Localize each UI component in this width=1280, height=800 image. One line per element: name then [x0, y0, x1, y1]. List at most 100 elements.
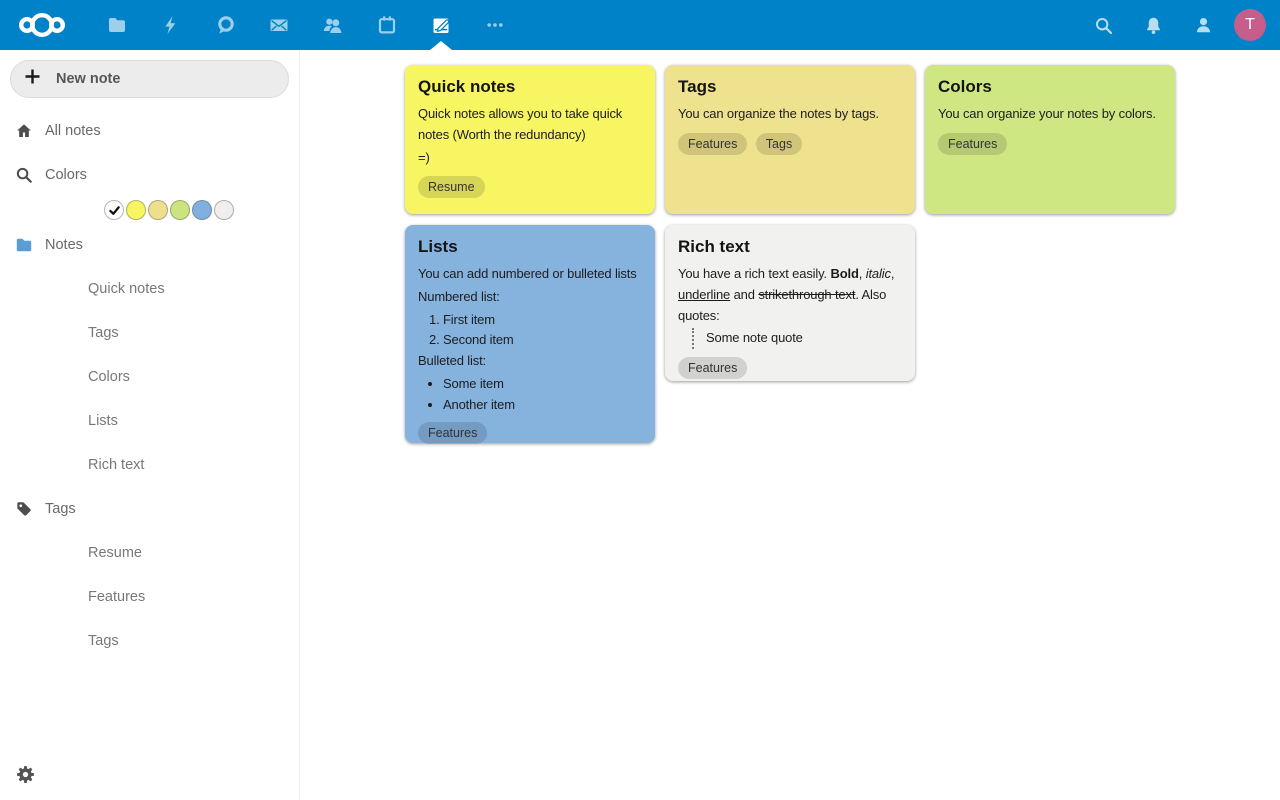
- bell-icon: [1144, 16, 1163, 35]
- color-filter-yellow[interactable]: [126, 200, 146, 220]
- color-filter-row: [0, 197, 299, 223]
- app-notes[interactable]: [414, 0, 468, 50]
- app-calendar[interactable]: [360, 0, 414, 50]
- note-tag-badge: Features: [678, 357, 748, 380]
- search-button[interactable]: [1078, 0, 1128, 50]
- underline-text: underline: [678, 286, 731, 302]
- avatar-initial: T: [1245, 16, 1255, 33]
- sidebar-group-label: Tags: [45, 501, 76, 517]
- note-tag-badge: Features: [678, 132, 748, 155]
- envelope-icon: [269, 15, 289, 35]
- note-tags: Features: [418, 416, 642, 444]
- calendar-icon: [377, 15, 397, 35]
- list-item: Some item: [443, 374, 642, 395]
- sidebar-item-all-notes[interactable]: All notes: [0, 109, 299, 153]
- note-card-quick-notes[interactable]: Quick notes Quick notes allows you to ta…: [405, 65, 655, 214]
- sidebar-item-label: Tags: [88, 325, 119, 341]
- note-tag-badge: Resume: [418, 176, 485, 199]
- lightning-icon: [161, 15, 181, 35]
- sidebar: New note All notes Colors Notes Quick no…: [0, 50, 300, 800]
- ellipsis-icon: [485, 15, 505, 35]
- search-icon: [1094, 16, 1113, 35]
- sidebar-item-label: Features: [88, 589, 146, 605]
- sidebar-item-note-colors[interactable]: Colors: [0, 355, 299, 399]
- app-mail[interactable]: [252, 0, 306, 50]
- sidebar-group-tags[interactable]: Tags: [0, 487, 299, 531]
- note-tag-badge: Features: [938, 132, 1008, 155]
- sidebar-group-notes[interactable]: Notes: [0, 223, 299, 267]
- note-ordered-list: First item Second item: [418, 310, 642, 352]
- top-bar: T: [0, 0, 1280, 50]
- notes-grid: Quick notes Quick notes allows you to ta…: [300, 50, 1280, 800]
- list-item: Second item: [443, 330, 642, 351]
- nextcloud-logo[interactable]: [10, 10, 74, 40]
- notes-icon: [431, 15, 452, 36]
- sidebar-item-label: All notes: [45, 123, 101, 139]
- note-tags: Features Tags: [678, 127, 902, 155]
- sidebar-item-tag-resume[interactable]: Resume: [0, 531, 299, 575]
- notifications-button[interactable]: [1128, 0, 1178, 50]
- note-tags: Features: [938, 127, 1162, 155]
- sidebar-group-label: Notes: [45, 237, 83, 253]
- note-card-colors[interactable]: Colors You can organize your notes by co…: [925, 65, 1175, 214]
- note-tags: Resume: [418, 170, 642, 199]
- sidebar-item-label: Colors: [88, 369, 130, 385]
- nextcloud-logo-icon: [18, 12, 66, 38]
- note-card-lists[interactable]: Lists You can add numbered or bulleted l…: [405, 225, 655, 444]
- color-filter-green[interactable]: [170, 200, 190, 220]
- sidebar-item-tag-features[interactable]: Features: [0, 575, 299, 619]
- sidebar-item-note-rich-text[interactable]: Rich text: [0, 443, 299, 487]
- color-filter-gray[interactable]: [214, 200, 234, 220]
- note-body-line: You can organize your notes by colors.: [938, 106, 1156, 121]
- sidebar-item-label: Lists: [88, 413, 118, 429]
- tag-icon: [14, 500, 33, 518]
- app-files[interactable]: [90, 0, 144, 50]
- avatar[interactable]: T: [1234, 9, 1266, 41]
- sidebar-item-tag-tags[interactable]: Tags: [0, 619, 299, 663]
- color-filter-tan[interactable]: [148, 200, 168, 220]
- note-body-line: You can organize the notes by tags.: [678, 106, 879, 121]
- note-bulleted-list: Some item Another item: [418, 374, 642, 416]
- sidebar-item-note-quick-notes[interactable]: Quick notes: [0, 267, 299, 311]
- folder-icon: [107, 15, 127, 35]
- app-contacts[interactable]: [306, 0, 360, 50]
- note-card-rich-text[interactable]: Rich text You have a rich text easily. B…: [665, 225, 915, 381]
- people-icon: [322, 15, 344, 35]
- app-activity[interactable]: [144, 0, 198, 50]
- note-tag-badge: Tags: [755, 132, 803, 155]
- app-more[interactable]: [468, 0, 522, 50]
- plus-icon: [24, 68, 41, 90]
- note-tag-badge: Features: [418, 421, 488, 444]
- italic-text: italic: [865, 266, 891, 281]
- app-talk[interactable]: [198, 0, 252, 50]
- color-filter-all[interactable]: [104, 200, 124, 220]
- sidebar-item-note-lists[interactable]: Lists: [0, 399, 299, 443]
- chat-bubble-icon: [215, 15, 236, 35]
- sidebar-item-colors[interactable]: Colors: [0, 153, 299, 197]
- gear-icon: [16, 765, 35, 789]
- note-title: Lists: [418, 237, 458, 256]
- sidebar-footer: [0, 766, 299, 800]
- color-filter-blue[interactable]: [192, 200, 212, 220]
- note-rich-paragraph: You have a rich text easily. Bold, itali…: [678, 266, 895, 323]
- list-item: Another item: [443, 395, 642, 416]
- sidebar-item-note-tags[interactable]: Tags: [0, 311, 299, 355]
- note-body-line: =): [418, 149, 430, 165]
- note-quote: Some note quote: [692, 328, 902, 350]
- note-body-line: You can add numbered or bulleted lists: [418, 266, 637, 281]
- sidebar-item-label: Rich text: [88, 457, 145, 473]
- home-icon: [14, 122, 33, 140]
- app-menu: [90, 0, 522, 50]
- contacts-menu-button[interactable]: [1178, 0, 1228, 50]
- note-title: Colors: [938, 77, 992, 96]
- settings-button[interactable]: [14, 766, 36, 788]
- sidebar-item-label: Quick notes: [88, 281, 165, 297]
- new-note-button[interactable]: New note: [10, 60, 289, 98]
- magnifier-icon: [14, 166, 33, 184]
- sidebar-item-label: Resume: [88, 545, 142, 561]
- note-card-tags[interactable]: Tags You can organize the notes by tags.…: [665, 65, 915, 214]
- bold-text: Bold: [830, 266, 859, 281]
- sidebar-item-label: Tags: [88, 633, 119, 649]
- top-bar-right: T: [1078, 0, 1280, 50]
- note-body-line: Bulleted list:: [418, 353, 486, 369]
